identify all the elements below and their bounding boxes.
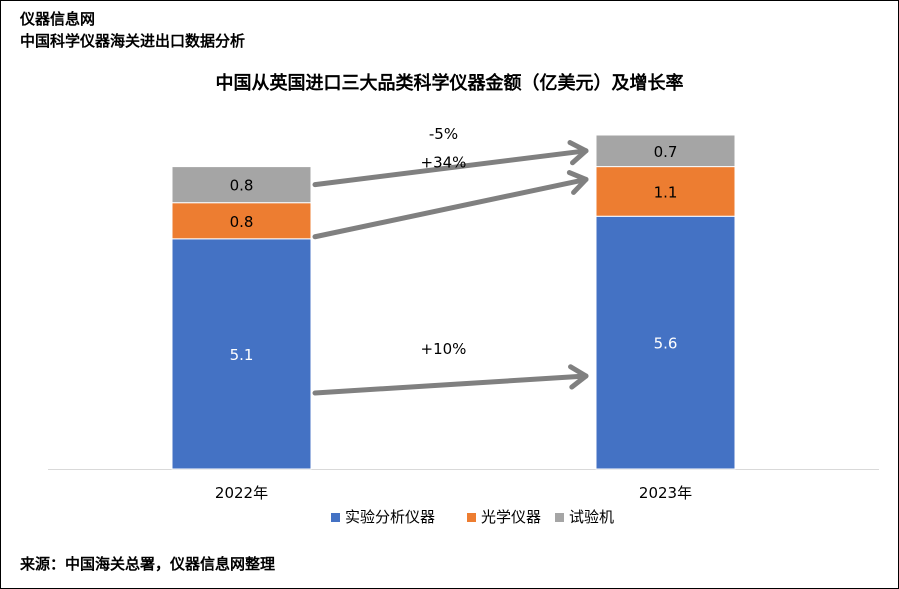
legend-label: 实验分析仪器 bbox=[345, 508, 435, 526]
source-note: 来源：中国海关总署，仪器信息网整理 bbox=[20, 555, 276, 573]
growth-rate-label: +10% bbox=[421, 340, 467, 358]
growth-arrow-head bbox=[566, 170, 589, 195]
bar-segment bbox=[171, 238, 312, 470]
growth-rate-label: -5% bbox=[429, 125, 458, 143]
growth-rate-label: +34% bbox=[421, 153, 467, 171]
legend-item: 试验机 bbox=[555, 508, 614, 526]
bar-segment bbox=[595, 134, 736, 168]
growth-arrow bbox=[312, 176, 589, 240]
bar-segment bbox=[595, 215, 736, 470]
data-label: 1.1 bbox=[654, 183, 678, 201]
x-tick-label: 2022年 bbox=[215, 484, 268, 502]
site-subtitle: 中国科学仪器海关进出口数据分析 bbox=[20, 32, 246, 50]
legend-swatch bbox=[467, 513, 476, 522]
data-label: 0.8 bbox=[230, 213, 254, 231]
legend-item: 光学仪器 bbox=[467, 508, 541, 526]
bar-segment bbox=[171, 202, 312, 240]
bar-segment bbox=[171, 166, 312, 204]
x-tick-label: 2023年 bbox=[639, 484, 692, 502]
legend-swatch bbox=[331, 513, 340, 522]
chart-title: 中国从英国进口三大品类科学仪器金额（亿美元）及增长率 bbox=[215, 73, 684, 94]
legend-label: 试验机 bbox=[569, 508, 614, 526]
growth-arrow-head bbox=[568, 364, 589, 390]
growth-arrow-head bbox=[567, 140, 589, 166]
data-label: 5.6 bbox=[654, 335, 678, 353]
data-label: 5.1 bbox=[230, 346, 254, 364]
data-label: 0.8 bbox=[230, 177, 254, 195]
growth-arrow bbox=[312, 148, 589, 188]
legend-swatch bbox=[555, 513, 564, 522]
bar-segment bbox=[595, 166, 736, 217]
data-label: 0.7 bbox=[654, 143, 678, 161]
legend-item: 实验分析仪器 bbox=[331, 508, 435, 526]
legend-label: 光学仪器 bbox=[481, 508, 541, 526]
growth-arrow bbox=[312, 373, 589, 396]
brand-block: 仪器信息网 中国科学仪器海关进出口数据分析 bbox=[20, 8, 245, 52]
site-name: 仪器信息网 bbox=[20, 10, 96, 28]
